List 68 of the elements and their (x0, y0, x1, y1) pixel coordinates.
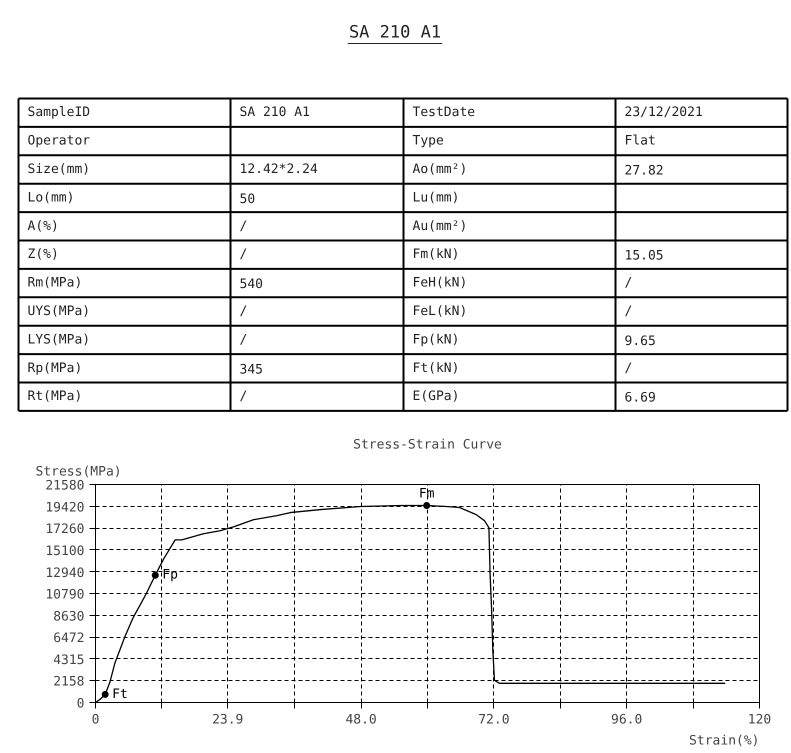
x-tick-label: 23.9 (212, 712, 244, 728)
chart-title: Stress-Strain Curve (353, 438, 502, 452)
text: 9.65 (624, 334, 656, 349)
text: / (240, 304, 248, 319)
x-tick-label: 96.0 (611, 712, 642, 728)
annotation: Fm (418, 486, 435, 502)
text: 23/12/2021 (624, 105, 703, 120)
text: Ft(kN) (412, 360, 460, 376)
text: SA 210 A1 (348, 22, 442, 42)
text: E(GPa) (412, 389, 460, 404)
text: / (624, 360, 632, 376)
y-tick-label: 19420 (45, 500, 85, 516)
y-tick-label: 0 (76, 696, 84, 712)
text: Operator (28, 134, 90, 149)
text: / (624, 276, 632, 291)
text: 50 (240, 192, 256, 207)
y-tick-label: 15100 (45, 544, 85, 559)
y-tick-label: 12940 (45, 566, 85, 581)
y-tick-label: 2158 (53, 674, 85, 690)
text: / (240, 247, 248, 262)
text: SA 210 A1 (240, 105, 310, 120)
x-axis-title: Strain(%) (689, 734, 760, 748)
text: LYS(MPa) (28, 332, 90, 348)
text: FeH(kN) (412, 276, 468, 291)
text: / (240, 332, 248, 348)
text: Fp(kN) (412, 332, 460, 348)
y-tick-label: 4315 (53, 652, 85, 668)
y-tick-label: 10790 (45, 588, 85, 602)
text: Ao(mm²) (412, 162, 468, 177)
text: 12.42*2.24 (240, 162, 318, 177)
text: 540 (240, 277, 263, 292)
point (152, 572, 159, 579)
text: / (240, 389, 248, 404)
text: / (624, 304, 632, 319)
x-tick-label: 120 (748, 712, 772, 728)
y-tick-label: 8630 (53, 609, 85, 624)
y-tick-label: 17260 (45, 522, 85, 538)
text: Au(mm²) (412, 218, 468, 234)
text: Rp(MPa) (28, 360, 82, 376)
point (423, 502, 430, 510)
y-axis-title: Stress(MPa) (36, 464, 122, 480)
y-tick-label: 21580 (45, 478, 85, 494)
x-tick-label: 72.0 (478, 712, 510, 728)
x-tick-label: 0 (92, 712, 100, 728)
text: Lo(mm) (28, 190, 74, 206)
text: TestDate (412, 105, 476, 120)
annotation: Ft (112, 686, 128, 702)
text: Lu(mm) (412, 190, 460, 206)
text: UYS(MPa) (28, 304, 90, 319)
text: Size(mm) (28, 162, 90, 177)
y-tick-label: 6472 (53, 631, 85, 646)
text: 27.82 (624, 164, 664, 178)
text: FeL(kN) (412, 304, 468, 319)
text: 15.05 (624, 248, 664, 264)
point (102, 690, 109, 698)
text: Flat (624, 134, 656, 149)
text: Fm(kN) (412, 247, 460, 262)
text: SampleID (28, 105, 90, 120)
text: Z(%) (28, 247, 59, 262)
text: / (240, 218, 248, 234)
text: 345 (240, 362, 263, 378)
text: Rm(MPa) (28, 276, 82, 291)
text: 6.69 (624, 390, 656, 406)
text: Rt(MPa) (28, 389, 82, 404)
x-tick-label: 48.0 (345, 712, 377, 728)
annotation: Fp (162, 568, 178, 583)
text: A(%) (28, 218, 59, 234)
text: Type (412, 134, 444, 149)
